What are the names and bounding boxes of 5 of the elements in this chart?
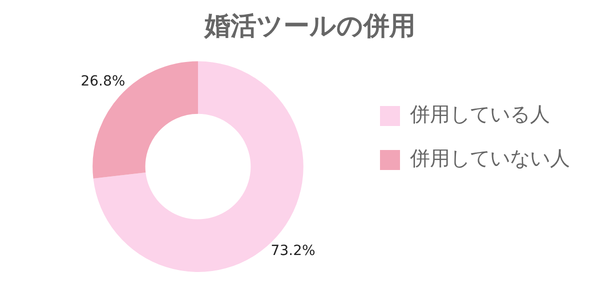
data-label: 73.2% xyxy=(270,243,316,260)
chart-title: 婚活ツールの併用 xyxy=(204,11,416,42)
legend-label: 併用している人 xyxy=(409,102,550,126)
data-label: 26.8% xyxy=(80,73,126,90)
legend-label: 併用していない人 xyxy=(409,146,570,170)
